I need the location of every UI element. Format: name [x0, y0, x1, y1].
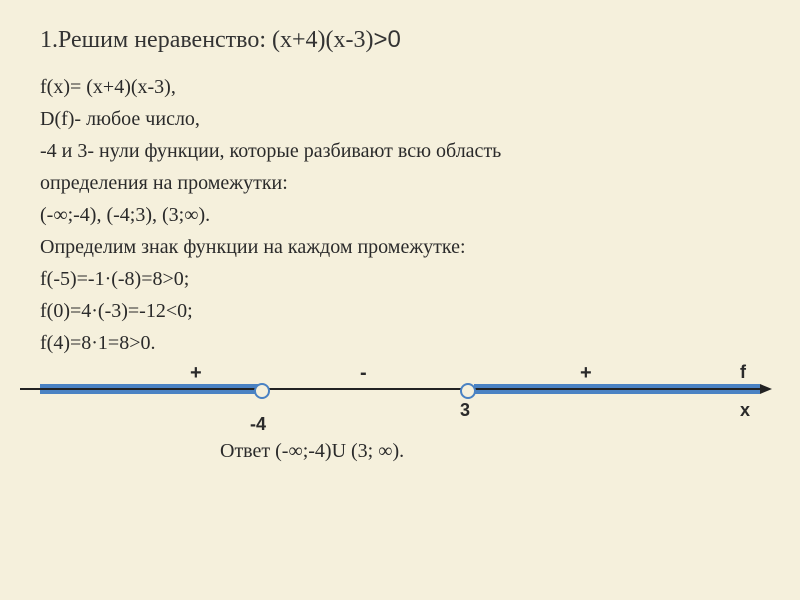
- title-op: >: [374, 26, 388, 53]
- line-domain: D(f)- любое число,: [40, 104, 760, 134]
- root-label-neg4: -4: [250, 414, 266, 435]
- fn-label: f: [740, 362, 746, 383]
- line-f-0: f(0)=4·(-3)=-12<0;: [40, 296, 760, 326]
- sign-minus: -: [360, 362, 367, 385]
- line-f-m5: f(-5)=-1·(-8)=8>0;: [40, 264, 760, 294]
- line-f-def: f(x)= (x+4)(x-3),: [40, 72, 760, 102]
- title-prefix: 1.Решим неравенство: (х+4)(х-3): [40, 27, 374, 53]
- title-suffix: 0: [388, 26, 401, 53]
- open-point-3: [460, 383, 476, 399]
- x-axis-label: x: [740, 400, 750, 421]
- line-zeros-a: -4 и 3- нули функции, которые разбивают …: [40, 136, 760, 166]
- axis-arrow-icon: [760, 384, 772, 394]
- slide-title: 1.Решим неравенство: (х+4)(х-3)>0: [40, 26, 760, 54]
- open-point-neg4: [254, 383, 270, 399]
- number-line: + - + f 3 x -4: [20, 364, 780, 424]
- sign-plus-1: +: [190, 362, 202, 385]
- sign-plus-2: +: [580, 362, 592, 385]
- axis-line: [20, 388, 760, 390]
- answer-line: Ответ (-∞;-4)U (3; ∞).: [220, 440, 760, 463]
- line-intervals: (-∞;-4), (-4;3), (3;∞).: [40, 200, 760, 230]
- root-label-3: 3: [460, 400, 470, 421]
- line-zeros-b: определения на промежутки:: [40, 168, 760, 198]
- line-f-4: f(4)=8·1=8>0.: [40, 328, 760, 358]
- line-determine: Определим знак функции на каждом промежу…: [40, 232, 760, 262]
